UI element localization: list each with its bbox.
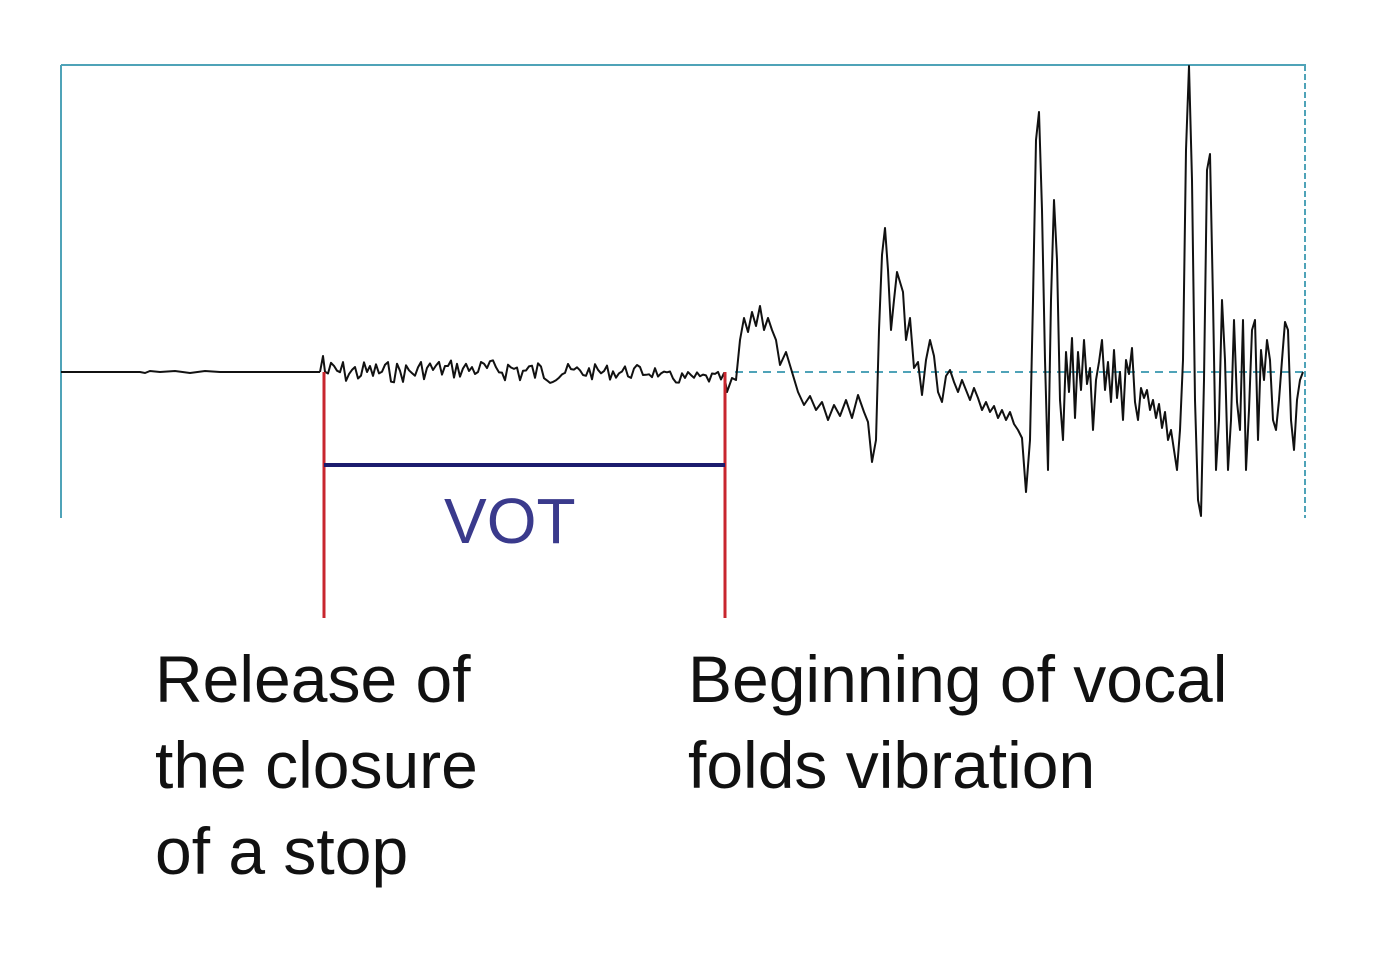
release-caption-line: Release of	[155, 642, 471, 716]
release-caption-line: of a stop	[155, 814, 409, 888]
voicing-caption: Beginning of vocal folds vibration	[688, 636, 1227, 808]
release-caption: Release of the closure of a stop	[155, 636, 478, 894]
voicing-caption-line: Beginning of vocal	[688, 642, 1228, 716]
release-caption-line: the closure	[155, 728, 478, 802]
voicing-caption-line: folds vibration	[688, 728, 1096, 802]
silence-baseline	[61, 369, 320, 375]
vot-label: VOT	[444, 485, 576, 557]
waveform-trace	[319, 65, 1304, 517]
